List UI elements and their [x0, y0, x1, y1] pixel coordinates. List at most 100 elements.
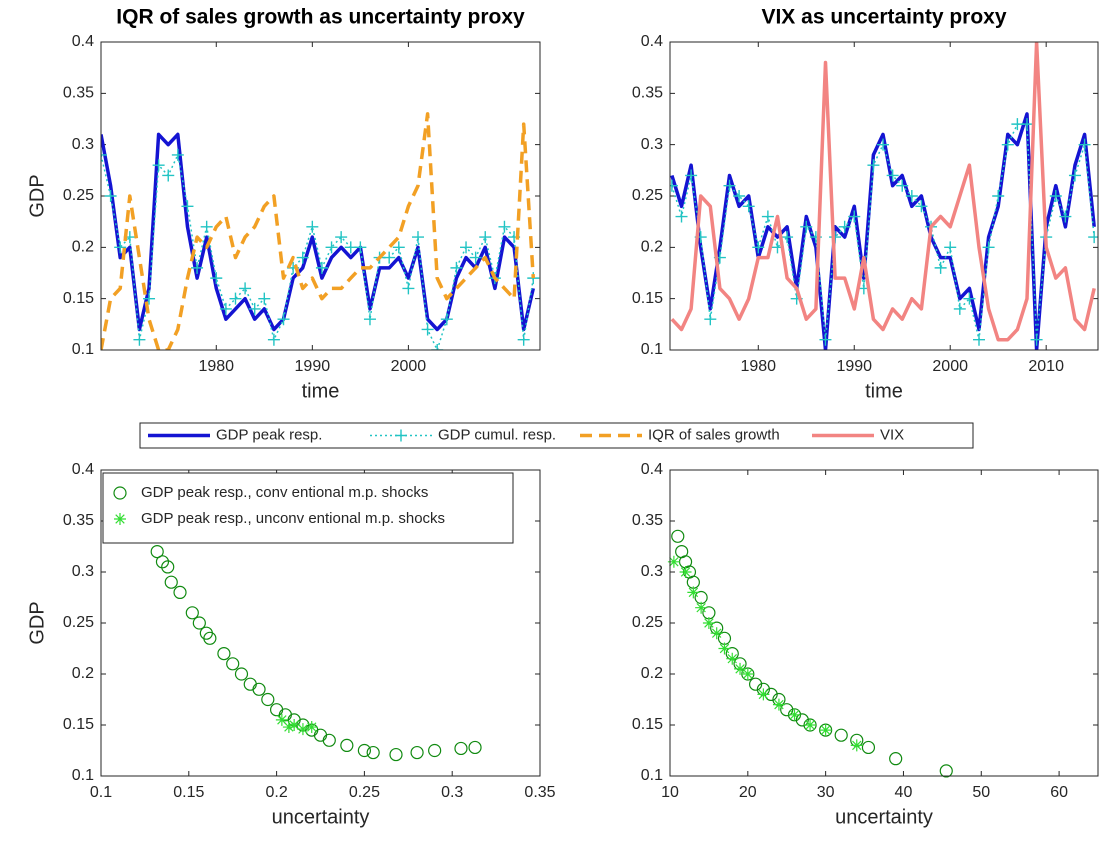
- y-tick-label: 0.3: [72, 563, 94, 580]
- x-axis-label: time: [865, 380, 903, 402]
- marker: [192, 616, 206, 630]
- x-tick-label: 50: [972, 784, 990, 801]
- y-tick-label: 0.2: [72, 665, 94, 682]
- y-axis-label: GDP: [26, 174, 48, 217]
- marker: [155, 555, 170, 569]
- x-tick-label: 60: [1050, 784, 1068, 801]
- x-tick-label: 2000: [391, 358, 427, 375]
- marker: [315, 261, 328, 274]
- marker: [191, 261, 204, 274]
- marker: [440, 313, 453, 326]
- x-axis-label: uncertainty: [835, 806, 933, 828]
- marker: [267, 333, 280, 346]
- y-tick-label: 0.2: [641, 665, 663, 682]
- axes-box: [100, 469, 541, 777]
- marker: [392, 241, 405, 254]
- y-tick-label: 0.2: [641, 239, 663, 256]
- legend-label: GDP peak resp., unconv entional m.p. sho…: [141, 510, 445, 527]
- legend-label: GDP cumul. resp.: [438, 426, 556, 443]
- marker: [340, 738, 354, 753]
- series-line: [101, 154, 535, 350]
- x-tick-label: 0.25: [349, 784, 380, 801]
- marker: [973, 333, 986, 346]
- marker: [670, 179, 678, 192]
- marker: [306, 220, 319, 233]
- marker: [819, 333, 832, 346]
- marker: [181, 200, 194, 213]
- y-tick-label: 0.15: [632, 716, 663, 733]
- marker: [780, 703, 794, 717]
- marker: [704, 313, 717, 326]
- marker: [395, 429, 407, 442]
- series-line: [101, 112, 536, 350]
- marker: [421, 323, 434, 336]
- marker: [679, 566, 692, 578]
- marker: [517, 333, 530, 346]
- marker: [992, 190, 1005, 202]
- marker: [1059, 210, 1072, 223]
- marker: [896, 179, 909, 192]
- marker: [752, 241, 765, 254]
- y-tick-label: 0.3: [72, 136, 94, 153]
- marker: [718, 642, 731, 655]
- marker: [1020, 118, 1033, 131]
- x-tick-label: 1980: [198, 358, 234, 375]
- marker: [305, 721, 318, 734]
- x-tick-label: 1990: [295, 358, 331, 375]
- marker: [248, 302, 261, 315]
- marker: [742, 200, 755, 213]
- y-tick-label: 0.25: [63, 187, 94, 204]
- marker: [357, 743, 371, 758]
- marker: [848, 210, 861, 223]
- y-tick-label: 0.1: [72, 767, 94, 784]
- marker: [702, 617, 715, 629]
- marker: [1001, 138, 1014, 151]
- y-tick-label: 0.15: [63, 290, 94, 307]
- marker: [479, 231, 492, 244]
- marker: [781, 231, 794, 244]
- x-tick-label: 0.1: [90, 784, 112, 801]
- y-tick-label: 0.35: [63, 85, 94, 102]
- marker: [258, 292, 271, 305]
- marker: [675, 210, 688, 223]
- marker: [389, 747, 403, 762]
- marker: [203, 631, 217, 645]
- x-tick-label: 0.35: [524, 784, 555, 801]
- marker: [164, 575, 178, 589]
- marker: [261, 692, 275, 707]
- legend-box: [102, 472, 514, 544]
- marker: [667, 555, 680, 568]
- y-tick-label: 0.3: [641, 563, 663, 580]
- x-axis-label: uncertainty: [272, 806, 370, 828]
- marker: [252, 682, 266, 696]
- marker: [296, 251, 309, 264]
- y-tick-label: 0.1: [72, 341, 94, 358]
- marker: [104, 190, 117, 202]
- marker: [431, 344, 444, 350]
- marker: [366, 745, 380, 760]
- marker: [877, 138, 890, 151]
- marker: [275, 713, 288, 726]
- marker: [468, 740, 482, 755]
- y-tick-label: 0.15: [632, 290, 663, 307]
- marker: [460, 241, 473, 254]
- marker: [277, 313, 290, 326]
- marker: [113, 486, 127, 500]
- marker: [410, 745, 424, 760]
- legend-label: GDP peak resp., conv entional m.p. shock…: [141, 484, 428, 501]
- marker: [953, 302, 966, 315]
- x-tick-label: 1990: [836, 358, 872, 375]
- y-tick-label: 0.35: [632, 85, 663, 102]
- marker: [1088, 231, 1098, 244]
- marker: [889, 752, 903, 766]
- y-tick-label: 0.15: [63, 716, 94, 733]
- marker: [905, 190, 918, 202]
- y-tick-label: 0.3: [641, 136, 663, 153]
- marker: [982, 241, 995, 254]
- marker: [772, 698, 785, 711]
- plot-area: [670, 470, 1098, 776]
- marker: [748, 677, 763, 691]
- marker: [114, 241, 127, 254]
